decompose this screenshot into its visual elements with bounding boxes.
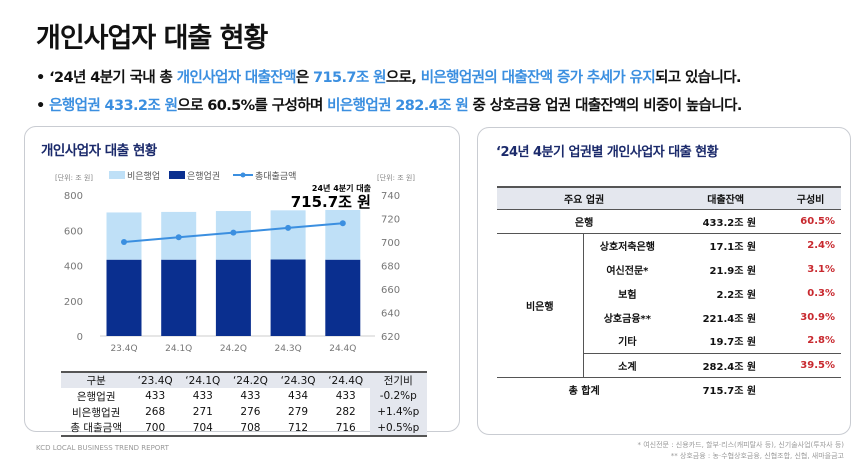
table-cell: 433 bbox=[335, 390, 356, 402]
x-tick-label: 23.4Q bbox=[110, 344, 137, 354]
table-cell: 비은행업권 bbox=[72, 406, 121, 419]
total-point bbox=[339, 220, 346, 227]
bar-nonbank bbox=[106, 212, 142, 260]
y-tick-label: 800 bbox=[64, 191, 83, 202]
table-cell: +1.4%p bbox=[369, 404, 427, 420]
annotation-value: 715.7조 원 bbox=[291, 193, 371, 211]
table-cell: 279 bbox=[288, 406, 309, 418]
table-cell: 433 bbox=[240, 390, 261, 402]
bar-bank bbox=[325, 259, 361, 336]
legend-line-dot bbox=[240, 172, 246, 178]
y2-tick-label: 700 bbox=[381, 238, 400, 249]
table-cell: 708 bbox=[226, 420, 275, 437]
y-tick-label: 0 bbox=[77, 332, 83, 343]
footnote-2: ** 상호금융 : 농·수협상호금융, 신협조합, 신협, 새마을금고 bbox=[670, 452, 844, 460]
table-cell: 은행업권 bbox=[76, 390, 116, 403]
total-point bbox=[230, 229, 237, 236]
footnote-1: * 여신전문 : 신용카드, 할부·리스(캐피탈사 등), 신기술사업(투자사 … bbox=[637, 441, 844, 449]
x-tick-label: 24.1Q bbox=[165, 344, 192, 354]
col-header: ‘23.4Q bbox=[131, 371, 179, 388]
annotation-label: 24년 4분기 대출 bbox=[312, 183, 372, 193]
col-header: 전기비 bbox=[369, 371, 427, 388]
table-row: 비은행 상호저축은행 17.1조 원 2.4% bbox=[497, 233, 841, 377]
table-cell: 276 bbox=[240, 406, 261, 418]
table-cell: 434 bbox=[288, 390, 309, 402]
chart-panel-title: 개인사업자 대출 현황 bbox=[41, 143, 157, 159]
col-header: ‘24.1Q bbox=[178, 371, 227, 388]
x-tick-label: 24.3Q bbox=[275, 344, 302, 354]
legend-swatch-bank bbox=[169, 171, 185, 179]
header-sector: 주요 업권 bbox=[497, 186, 672, 210]
loan-chart-panel: 개인사업자 대출 현황 0 200 400 600 800 620 640 660 680 700… bbox=[24, 126, 460, 437]
table-cell: 704 bbox=[178, 420, 227, 437]
stacked-bar-chart: 0 200 400 600 800 620 640 660 680 700 720 740 [단위: 조… bbox=[55, 170, 415, 354]
x-tick-label: 24.2Q bbox=[220, 344, 247, 354]
header-amount: 대출잔액 bbox=[671, 186, 781, 210]
col-header: 구분 bbox=[61, 371, 132, 388]
y-tick-label: 200 bbox=[64, 297, 83, 308]
table-cell: 433 bbox=[192, 390, 213, 402]
bullet-2: • 은행업권 433.2조 원으로 60.5%를 구성하며 비은행업권 282.… bbox=[36, 98, 742, 114]
bar-bank bbox=[215, 259, 251, 336]
sector-panel: ‘24년 4분기 업권별 개인사업자 대출 현황 주요 업권 대출잔액 구성비 은행… bbox=[477, 127, 851, 435]
table-row-subtotal: 소계 282.4조 원 39.5% bbox=[497, 353, 841, 377]
col-header: ‘24.4Q bbox=[321, 371, 370, 388]
legend-bank: 은행업권 bbox=[187, 170, 220, 182]
table-row: 상호금융** 221.4조 원 30.9% bbox=[603, 311, 835, 325]
table-row-total: 총 합계 715.7조 원 bbox=[497, 377, 841, 401]
table-cell: 433 bbox=[145, 390, 166, 402]
table-cell: 716 bbox=[321, 420, 370, 437]
table-cell: 712 bbox=[274, 420, 322, 437]
bar-bank bbox=[270, 259, 306, 336]
y2-tick-label: 620 bbox=[381, 332, 400, 343]
table-cell: 282 bbox=[335, 406, 356, 418]
bar-bank bbox=[106, 259, 142, 336]
legend-total: 총대출금액 bbox=[255, 170, 296, 182]
table-row: 총 대출금액 700 704 708 712 716 +0.5%p bbox=[61, 420, 427, 437]
total-point bbox=[121, 239, 127, 245]
y-tick-label: 400 bbox=[64, 262, 83, 273]
bar-bank bbox=[161, 259, 197, 336]
right-unit-label: [단위: 조 원] bbox=[377, 173, 415, 182]
y2-tick-label: 660 bbox=[381, 285, 400, 296]
bullet-1: • ‘24년 4분기 국내 총 개인사업자 대출잔액은 715.7조 원으로, … bbox=[36, 70, 741, 86]
table-cell: 271 bbox=[192, 406, 213, 418]
table-cell: 268 bbox=[145, 406, 166, 418]
x-tick-label: 24.4Q bbox=[329, 344, 356, 354]
header-share: 구성비 bbox=[780, 186, 841, 210]
table-cell: +0.5%p bbox=[369, 420, 427, 437]
table-row: 보험 2.2조 원 0.3% bbox=[618, 287, 835, 301]
bar-nonbank bbox=[270, 210, 306, 260]
legend-nonbank: 비은행업 bbox=[127, 170, 160, 182]
col-header: ‘24.3Q bbox=[274, 371, 322, 388]
table-row: 비은행업권 268 271 276 279 282 +1.4%p bbox=[61, 404, 427, 420]
legend-swatch-nonbank bbox=[109, 171, 125, 179]
total-point bbox=[175, 234, 182, 241]
left-unit-label: [단위: 조 원] bbox=[55, 173, 93, 182]
table-row: 은행업권 433 433 433 434 433 -0.2%p bbox=[61, 388, 427, 404]
sector-panel-title: ‘24년 4분기 업권별 개인사업자 대출 현황 bbox=[496, 145, 719, 160]
y-tick-label: 600 bbox=[64, 226, 83, 237]
table-row: 여신전문* 21.9조 원 3.1% bbox=[606, 263, 835, 277]
table-cell: 700 bbox=[131, 420, 179, 437]
table-row: 은행 433.2조 원 60.5% bbox=[497, 209, 841, 233]
table-row: 기타 19.7조 원 2.8% bbox=[618, 335, 835, 349]
y2-tick-label: 740 bbox=[381, 191, 400, 202]
table-cell: 총 대출금액 bbox=[61, 420, 132, 437]
page-title: 개인사업자 대출 현황 bbox=[36, 23, 268, 54]
total-point bbox=[285, 224, 292, 231]
table-cell: -0.2%p bbox=[369, 388, 427, 404]
y2-tick-label: 720 bbox=[381, 215, 400, 226]
report-footer: KCD LOCAL BUSINESS TREND REPORT bbox=[36, 444, 169, 452]
y2-tick-label: 680 bbox=[381, 262, 400, 273]
sector-table: 주요 업권 대출잔액 구성비 은행 433.2조 원 60.5% 비은행 상호저축은행 17… bbox=[497, 186, 841, 401]
col-header: ‘24.2Q bbox=[226, 371, 275, 388]
y2-tick-label: 640 bbox=[381, 309, 400, 320]
bar-nonbank bbox=[325, 209, 361, 260]
